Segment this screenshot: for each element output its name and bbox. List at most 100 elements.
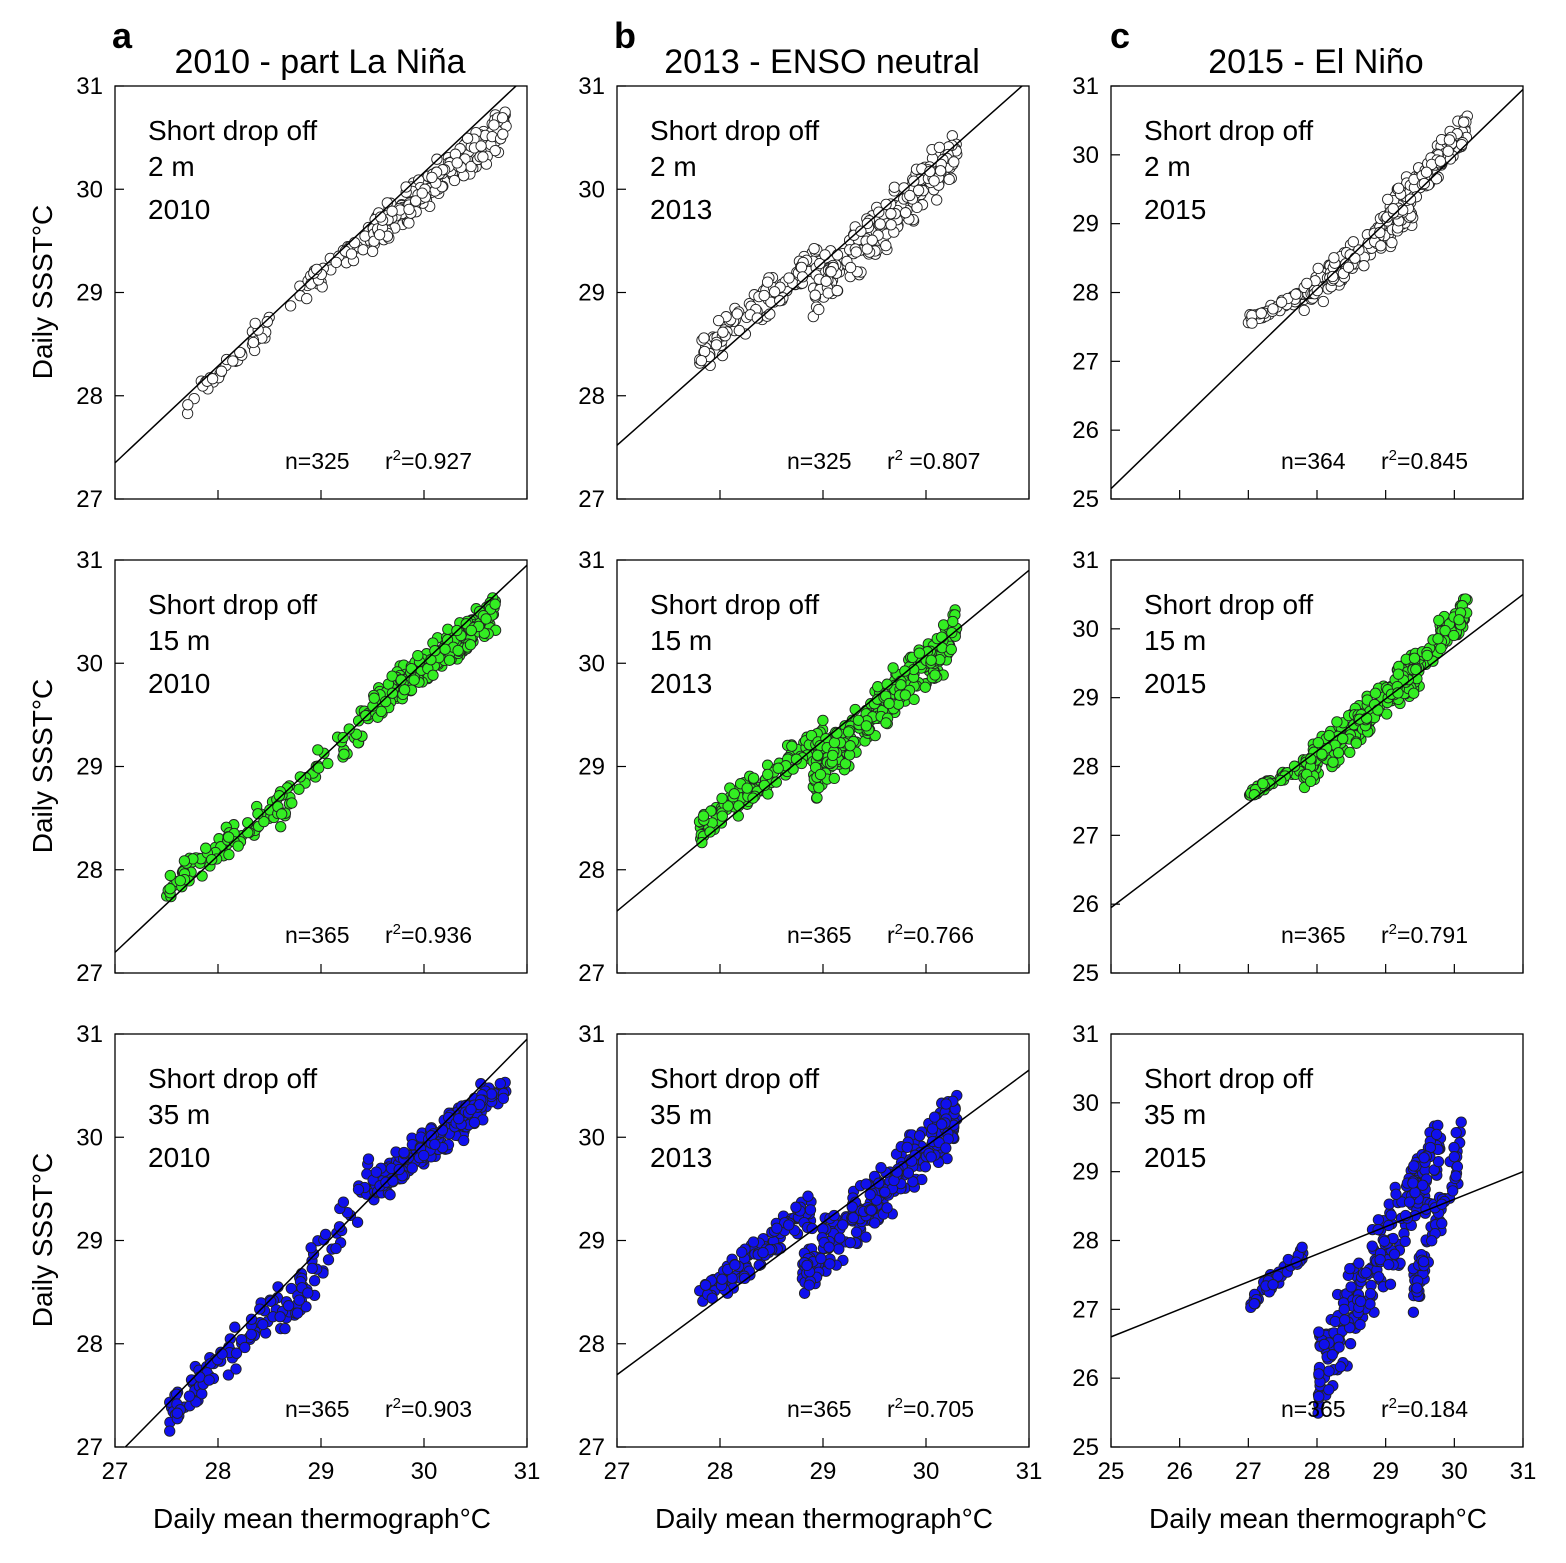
data-point [284, 300, 297, 312]
data-point [901, 1141, 913, 1154]
site-label: Short drop off [650, 589, 819, 620]
data-point [1392, 182, 1405, 194]
regression-line [124, 1038, 527, 1447]
data-point [758, 289, 770, 302]
y-tick-label: 25 [1072, 1434, 1099, 1461]
data-point [429, 1138, 441, 1151]
data-point [1248, 1298, 1260, 1310]
y-tick-label: 27 [1072, 822, 1099, 849]
n-label: n=364 [1281, 448, 1346, 474]
site-label: Short drop off [1144, 1063, 1313, 1094]
data-point [795, 261, 808, 274]
data-point [352, 1183, 365, 1196]
site-label: Short drop off [148, 589, 317, 620]
data-point [883, 697, 895, 710]
data-point [338, 748, 350, 760]
y-tick-label: 31 [1072, 1021, 1099, 1048]
data-point [899, 207, 912, 219]
data-point [242, 826, 254, 839]
y-tick-label: 30 [578, 176, 605, 203]
y-tick-label: 28 [578, 383, 605, 410]
y-tick-label: 31 [578, 73, 605, 100]
data-point [1288, 760, 1301, 772]
data-point [485, 1088, 498, 1100]
data-point [194, 1371, 206, 1383]
data-point [206, 853, 218, 866]
data-point [811, 749, 824, 761]
data-point [239, 1341, 251, 1354]
r2-label: r2=0.766 [887, 921, 974, 948]
data-point [164, 883, 176, 895]
site-label: Short drop off [650, 115, 819, 146]
data-point [808, 242, 820, 255]
panel-35m-2010: 27 28 29 30 31 27 28 29 30 31 Short drop off 35 m 20… [76, 1021, 540, 1485]
x-tick-label: 27 [604, 1458, 631, 1485]
site-label: Short drop off [650, 1063, 819, 1094]
data-point [400, 181, 412, 193]
data-point [294, 771, 306, 783]
x-tick-label: 28 [1304, 1458, 1331, 1485]
y-tick-label: 31 [76, 1021, 103, 1048]
data-point [762, 768, 774, 781]
data-point [717, 326, 729, 338]
data-point [1375, 240, 1387, 252]
data-point [1344, 1262, 1356, 1275]
y-tick-label: 30 [76, 176, 103, 203]
data-point [451, 157, 463, 169]
data-point [164, 869, 176, 882]
data-point [1453, 614, 1465, 626]
r2-label: r2=0.845 [1381, 447, 1468, 474]
data-point [1323, 1384, 1335, 1396]
data-point [1384, 1278, 1397, 1290]
x-tick-label: 31 [1510, 1458, 1537, 1485]
y-tick-label: 26 [1072, 891, 1099, 918]
x-tick-label: 30 [913, 1458, 940, 1485]
data-point [1334, 1361, 1347, 1373]
data-point [1421, 649, 1433, 662]
y-tick-label: 26 [1072, 417, 1099, 444]
data-point [1327, 756, 1339, 768]
data-point [899, 689, 911, 701]
data-point [468, 1116, 481, 1129]
data-point [1411, 1282, 1423, 1294]
depth-label: 2 m [148, 151, 195, 182]
column-title-2013: 2013 - ENSO neutral [664, 43, 980, 81]
data-point [885, 219, 897, 231]
data-point [229, 1321, 241, 1333]
data-point [1448, 1151, 1460, 1163]
data-point [436, 1124, 449, 1136]
data-point [736, 1246, 748, 1258]
data-point [908, 693, 920, 706]
data-point [880, 717, 892, 729]
site-label: Short drop off [1144, 589, 1313, 620]
y-tick-label: 30 [76, 650, 103, 677]
data-point [833, 1243, 845, 1255]
year-label: 2015 [1144, 194, 1206, 225]
data-point [279, 1322, 291, 1335]
data-point [1408, 687, 1420, 699]
data-point [308, 1275, 321, 1287]
data-point [815, 1252, 827, 1265]
data-point [1353, 1257, 1365, 1269]
data-point [887, 662, 899, 674]
data-point [772, 762, 784, 774]
data-point [888, 181, 901, 193]
x-tick-label: 29 [1372, 1458, 1399, 1485]
data-point [1364, 1287, 1377, 1300]
data-point [357, 244, 369, 256]
year-label: 2010 [148, 1142, 210, 1173]
data-point [452, 644, 464, 657]
y-tick-label: 27 [76, 1434, 103, 1461]
data-point [291, 1307, 304, 1319]
data-point [783, 272, 795, 284]
data-point [771, 1222, 783, 1234]
data-point [293, 1294, 305, 1306]
x-tick-label: 28 [205, 1458, 232, 1485]
data-point [322, 1254, 335, 1266]
data-point [875, 1162, 887, 1174]
data-point [1350, 737, 1362, 749]
data-point [312, 744, 324, 756]
data-point [1354, 1318, 1366, 1331]
data-point [1342, 261, 1355, 273]
data-point [473, 1098, 486, 1111]
